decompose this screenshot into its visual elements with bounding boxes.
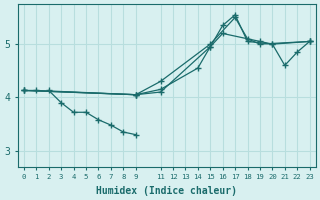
X-axis label: Humidex (Indice chaleur): Humidex (Indice chaleur) bbox=[96, 186, 237, 196]
